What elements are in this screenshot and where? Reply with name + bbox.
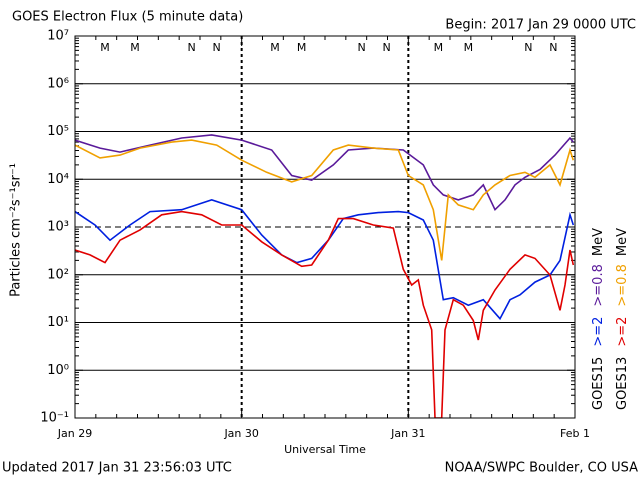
legend-satellite: GOES13 [615, 357, 630, 410]
x-axis-label: Universal Time [284, 443, 366, 456]
plot-frame [74, 35, 576, 419]
x-tick-label: Jan 31 [390, 427, 425, 440]
flux-line [75, 134, 574, 212]
y-axis-label: Particles cm⁻²s⁻¹sr⁻¹ [9, 163, 24, 297]
position-marker: N [383, 41, 391, 54]
x-tick-label: Feb 1 [560, 427, 590, 440]
position-marker: M [130, 41, 140, 54]
position-marker: M [464, 41, 474, 54]
y-tick-label: 10⁶ [47, 76, 69, 91]
x-tick-label: Jan 30 [223, 427, 258, 440]
y-tick-label: 10⁵ [47, 124, 69, 139]
footer-right: NOAA/SWPC Boulder, CO USA [445, 461, 638, 476]
legend-unit: MeV [615, 228, 630, 256]
legend-series: >=2 [591, 317, 606, 347]
legend-series: >=2 [615, 317, 630, 347]
position-marker: M [434, 41, 444, 54]
legend-satellite: GOES15 [591, 357, 606, 410]
flux-line [75, 139, 575, 261]
position-marker: M [100, 41, 110, 54]
y-tick-label: 10³ [47, 220, 69, 235]
y-tick-label: 10⁴ [47, 172, 69, 187]
y-tick-label: 10² [47, 267, 69, 282]
flux-line [75, 199, 575, 321]
legend-unit: MeV [591, 228, 606, 256]
chart-subtitle: Begin: 2017 Jan 29 0000 UTC [445, 18, 636, 33]
position-marker: M [297, 41, 307, 54]
legend-entry: GOES13 >=2 >=0.8 MeV [615, 228, 630, 410]
position-marker: N [358, 41, 366, 54]
legend-series: >=0.8 [591, 264, 606, 306]
position-marker: N [213, 41, 221, 54]
flux-line [75, 210, 575, 418]
legend-entry: GOES15 >=2 >=0.8 MeV [591, 228, 606, 410]
position-marker: N [188, 41, 196, 54]
footer-left: Updated 2017 Jan 31 23:56:03 UTC [2, 461, 232, 476]
series-layer [75, 134, 575, 418]
y-tick-label: 10¹ [47, 315, 69, 330]
position-marker: N [549, 41, 557, 54]
chart-title: GOES Electron Flux (5 minute data) [12, 10, 243, 25]
position-marker: N [524, 41, 532, 54]
y-tick-label: 10⁻¹ [40, 411, 69, 426]
x-tick-label: Jan 29 [57, 427, 92, 440]
y-tick-label: 10⁷ [47, 29, 69, 44]
position-marker: M [270, 41, 280, 54]
y-tick-label: 10⁰ [47, 363, 69, 378]
legend-series: >=0.8 [615, 264, 630, 306]
